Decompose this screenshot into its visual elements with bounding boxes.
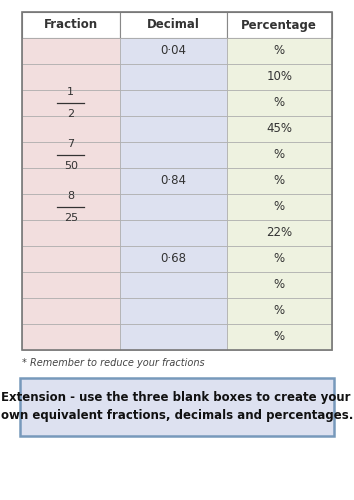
Bar [227,64,332,90]
Bar [22,116,120,142]
Bar [227,142,332,168]
Bar [22,298,120,324]
Text: Extension - use the three blank boxes to create your
own equivalent fractions, d: Extension - use the three blank boxes to… [1,392,353,422]
Bar [22,272,120,298]
Bar [22,12,120,38]
Text: Percentage: Percentage [241,18,317,32]
Text: 1: 1 [67,87,74,97]
Bar [20,378,334,436]
Text: Decimal: Decimal [147,18,200,32]
Bar [22,12,332,350]
Bar [120,38,227,64]
Text: 8: 8 [67,191,74,201]
Text: 45%: 45% [266,122,292,136]
Text: 7: 7 [67,139,74,149]
Bar [120,220,227,246]
Bar [227,12,332,38]
Text: %: % [274,148,285,162]
Bar [22,324,120,350]
Bar [120,298,227,324]
Bar [120,194,227,220]
Bar [22,90,120,116]
Bar [227,168,332,194]
Bar [120,324,227,350]
Text: %: % [274,278,285,291]
Text: * Remember to reduce your fractions: * Remember to reduce your fractions [22,358,205,368]
Text: %: % [274,304,285,318]
Text: 0·68: 0·68 [160,252,186,266]
Bar [120,168,227,194]
Bar [120,64,227,90]
Text: %: % [274,330,285,344]
Bar [120,12,227,38]
Bar [22,64,120,90]
Text: 50: 50 [64,161,78,171]
Bar [227,38,332,64]
Bar [227,220,332,246]
Bar [120,116,227,142]
Bar [22,38,120,64]
Bar [227,90,332,116]
Bar [22,246,120,272]
Bar [227,246,332,272]
Bar [120,90,227,116]
Text: Fraction: Fraction [44,18,98,32]
Text: %: % [274,200,285,213]
Bar [227,298,332,324]
Bar [22,220,120,246]
Text: 25: 25 [64,213,78,223]
Bar [22,194,120,220]
Text: 0·84: 0·84 [160,174,186,188]
Text: 2: 2 [67,109,74,119]
Bar [227,324,332,350]
Bar [227,194,332,220]
Bar [22,168,120,194]
Text: 0·04: 0·04 [160,44,186,58]
Text: 22%: 22% [266,226,292,239]
Bar [227,116,332,142]
Bar [120,142,227,168]
Text: %: % [274,174,285,188]
Text: 10%: 10% [266,70,292,84]
Bar [120,272,227,298]
Bar [120,246,227,272]
Text: %: % [274,44,285,58]
Text: %: % [274,252,285,266]
Text: %: % [274,96,285,110]
Bar [227,272,332,298]
Bar [22,142,120,168]
